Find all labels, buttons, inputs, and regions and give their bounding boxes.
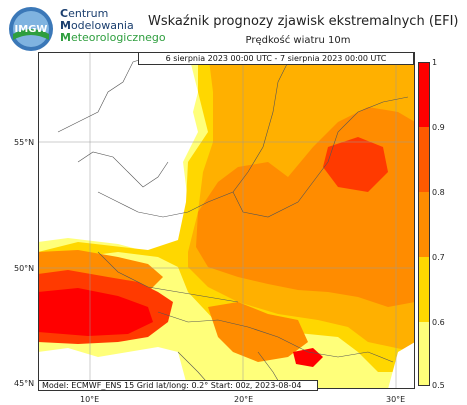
- efi-map: [38, 52, 415, 389]
- map-subtitle: Prędkość wiatru 10m: [245, 35, 351, 46]
- org-line-3: Meteorologicznego: [60, 31, 166, 44]
- no-signal-south-west: [38, 347, 188, 389]
- efi-zone-extreme-south: [293, 348, 323, 367]
- organization-name: Centrum Modelowania Meteorologicznego: [60, 8, 166, 44]
- no-signal-north: [38, 52, 198, 242]
- efi-colorbar: [418, 62, 430, 386]
- cbar-band-09-10: [418, 62, 430, 127]
- map-title: Wskaźnik prognozy zjawisk ekstremalnych …: [148, 14, 459, 29]
- imgw-logo: IMGW: [9, 7, 53, 51]
- cbar-frame: [418, 62, 430, 386]
- logo-text: IMGW: [15, 24, 48, 35]
- efi-zone-extreme-east: [323, 137, 388, 192]
- org-line-1: Centrum: [60, 7, 109, 20]
- lat-label-50: 50°N: [14, 264, 35, 273]
- cbar-tick-0-9: 0.9: [432, 123, 445, 132]
- cbar-band-08-09: [418, 127, 430, 192]
- cbar-band-06-07: [418, 257, 430, 322]
- cbar-tick-1: 1: [432, 58, 438, 67]
- efi-zone-high-south: [208, 302, 308, 362]
- forecast-period: 6 sierpnia 2023 00:00 UTC - 7 sierpnia 2…: [138, 52, 414, 65]
- lat-label-55: 55°N: [14, 138, 35, 147]
- org-line-2: Modelowania: [60, 19, 134, 32]
- cbar-tick-0-7: 0.7: [432, 253, 445, 262]
- lon-label-20: 20°E: [234, 395, 254, 404]
- cbar-band-05-06: [418, 322, 430, 386]
- model-info: Model: ECMWF_ENS 15 Grid lat/long: 0.2° …: [38, 380, 318, 391]
- lat-label-45: 45°N: [14, 379, 35, 388]
- graticule: [38, 52, 415, 389]
- cbar-tick-0-6: 0.6: [432, 318, 445, 327]
- cbar-band-07-08: [418, 192, 430, 257]
- efi-zone-extreme-west-core: [38, 288, 153, 336]
- lon-label-30: 30°E: [386, 395, 406, 404]
- cbar-tick-0-8: 0.8: [432, 188, 445, 197]
- no-signal-east-coast: [388, 342, 415, 389]
- cbar-tick-0-5: 0.5: [432, 381, 445, 390]
- coastlines: [57, 56, 409, 389]
- lon-label-10: 10°E: [80, 395, 100, 404]
